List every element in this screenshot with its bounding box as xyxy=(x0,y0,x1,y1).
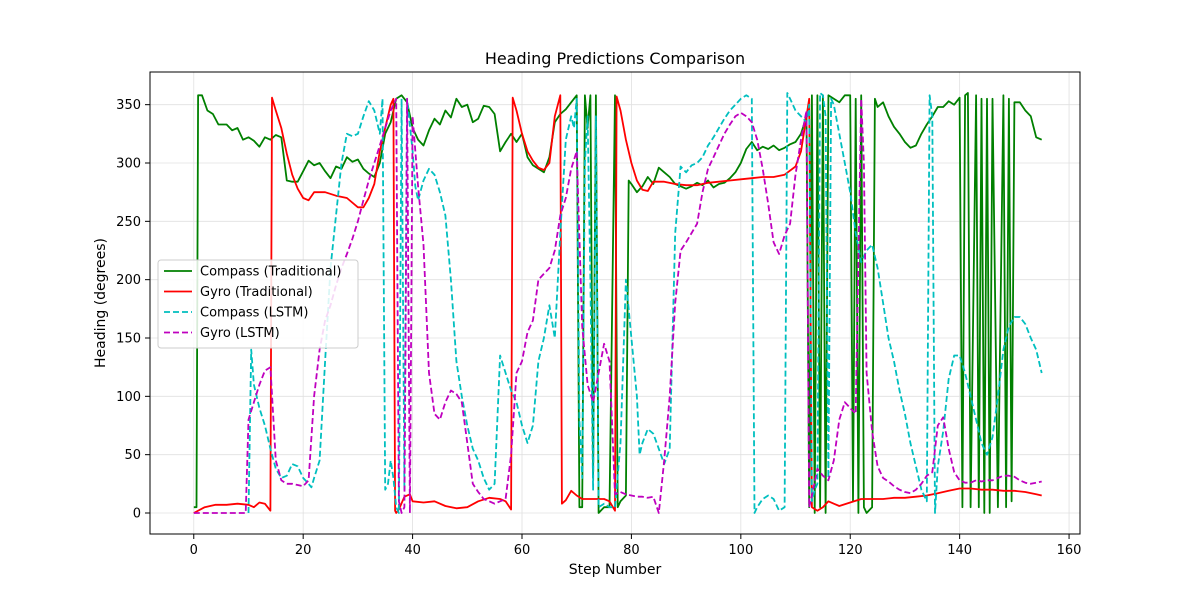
ticks: 0 20 40 60 80 100 120 140 160 0 50 100 150 200 250 300 3… xyxy=(116,98,1081,558)
plot-area xyxy=(193,92,1043,514)
x-tick-label: 120 xyxy=(838,543,863,558)
x-tick-label: 0 xyxy=(190,543,198,558)
x-tick-label: 60 xyxy=(514,543,531,558)
legend-label-4: Gyro (LSTM) xyxy=(200,326,280,341)
x-tick-label: 80 xyxy=(623,543,640,558)
chart-title: Heading Predictions Comparison xyxy=(485,49,745,68)
x-tick-label: 100 xyxy=(728,543,753,558)
y-tick-label: 300 xyxy=(116,157,141,172)
series-line-2 xyxy=(193,94,1042,514)
axes-frame xyxy=(149,71,1081,535)
x-tick-label: 140 xyxy=(947,543,972,558)
y-tick-label: 50 xyxy=(124,448,141,463)
series-line-3 xyxy=(247,92,1043,514)
series-line-4 xyxy=(193,97,1042,514)
y-tick-label: 150 xyxy=(116,332,141,347)
y-tick-label: 200 xyxy=(116,273,141,288)
legend-label-1: Compass (Traditional) xyxy=(200,265,341,280)
y-tick-label: 0 xyxy=(133,507,141,522)
y-tick-label: 350 xyxy=(116,98,141,113)
x-axis-label: Step Number xyxy=(569,562,662,578)
y-tick-label: 100 xyxy=(116,390,141,405)
y-axis-label: Heading (degrees) xyxy=(93,238,109,368)
legend-label-2: Gyro (Traditional) xyxy=(200,285,313,300)
legend: Compass (Traditional) Gyro (Traditional) C… xyxy=(157,259,359,349)
legend-box xyxy=(157,259,359,349)
series-group xyxy=(193,92,1043,514)
x-tick-label: 40 xyxy=(404,543,421,558)
series-line-1 xyxy=(193,92,1043,514)
legend-label-3: Compass (LSTM) xyxy=(200,306,308,321)
y-tick-label: 250 xyxy=(116,215,141,230)
x-tick-label: 160 xyxy=(1057,543,1082,558)
x-tick-label: 20 xyxy=(295,543,312,558)
